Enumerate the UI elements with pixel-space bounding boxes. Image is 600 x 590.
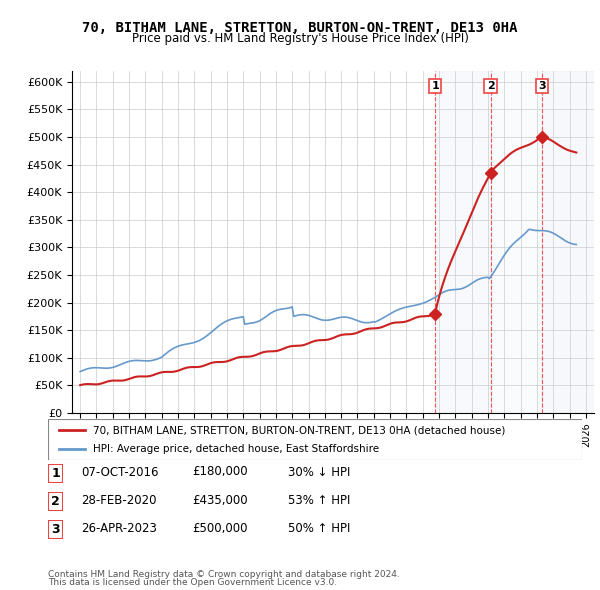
Text: 70, BITHAM LANE, STRETTON, BURTON-ON-TRENT, DE13 0HA (detached house): 70, BITHAM LANE, STRETTON, BURTON-ON-TRE…	[94, 425, 506, 435]
Text: £500,000: £500,000	[192, 522, 248, 535]
Text: 1: 1	[51, 467, 60, 480]
Text: HPI: Average price, detached house, East Staffordshire: HPI: Average price, detached house, East…	[94, 444, 380, 454]
Text: 1: 1	[431, 81, 439, 91]
FancyBboxPatch shape	[48, 464, 63, 483]
Text: 3: 3	[538, 81, 546, 91]
Text: 28-FEB-2020: 28-FEB-2020	[81, 494, 157, 507]
FancyBboxPatch shape	[48, 520, 63, 539]
Text: 70, BITHAM LANE, STRETTON, BURTON-ON-TRENT, DE13 0HA: 70, BITHAM LANE, STRETTON, BURTON-ON-TRE…	[82, 21, 518, 35]
Bar	[435, 71, 491, 413]
Text: 2: 2	[487, 81, 494, 91]
Text: 30% ↓ HPI: 30% ↓ HPI	[288, 466, 350, 478]
FancyBboxPatch shape	[48, 492, 63, 511]
Bar	[491, 71, 542, 413]
Text: Contains HM Land Registry data © Crown copyright and database right 2024.: Contains HM Land Registry data © Crown c…	[48, 570, 400, 579]
Text: 50% ↑ HPI: 50% ↑ HPI	[288, 522, 350, 535]
Text: 3: 3	[51, 523, 60, 536]
Bar	[542, 71, 594, 413]
Text: 26-APR-2023: 26-APR-2023	[81, 522, 157, 535]
Text: This data is licensed under the Open Government Licence v3.0.: This data is licensed under the Open Gov…	[48, 578, 337, 587]
Text: £435,000: £435,000	[192, 494, 248, 507]
Text: 53% ↑ HPI: 53% ↑ HPI	[288, 494, 350, 507]
Text: Price paid vs. HM Land Registry's House Price Index (HPI): Price paid vs. HM Land Registry's House …	[131, 32, 469, 45]
Text: 07-OCT-2016: 07-OCT-2016	[81, 466, 158, 478]
FancyBboxPatch shape	[48, 419, 582, 460]
Text: £180,000: £180,000	[192, 466, 248, 478]
Text: 2: 2	[51, 495, 60, 508]
